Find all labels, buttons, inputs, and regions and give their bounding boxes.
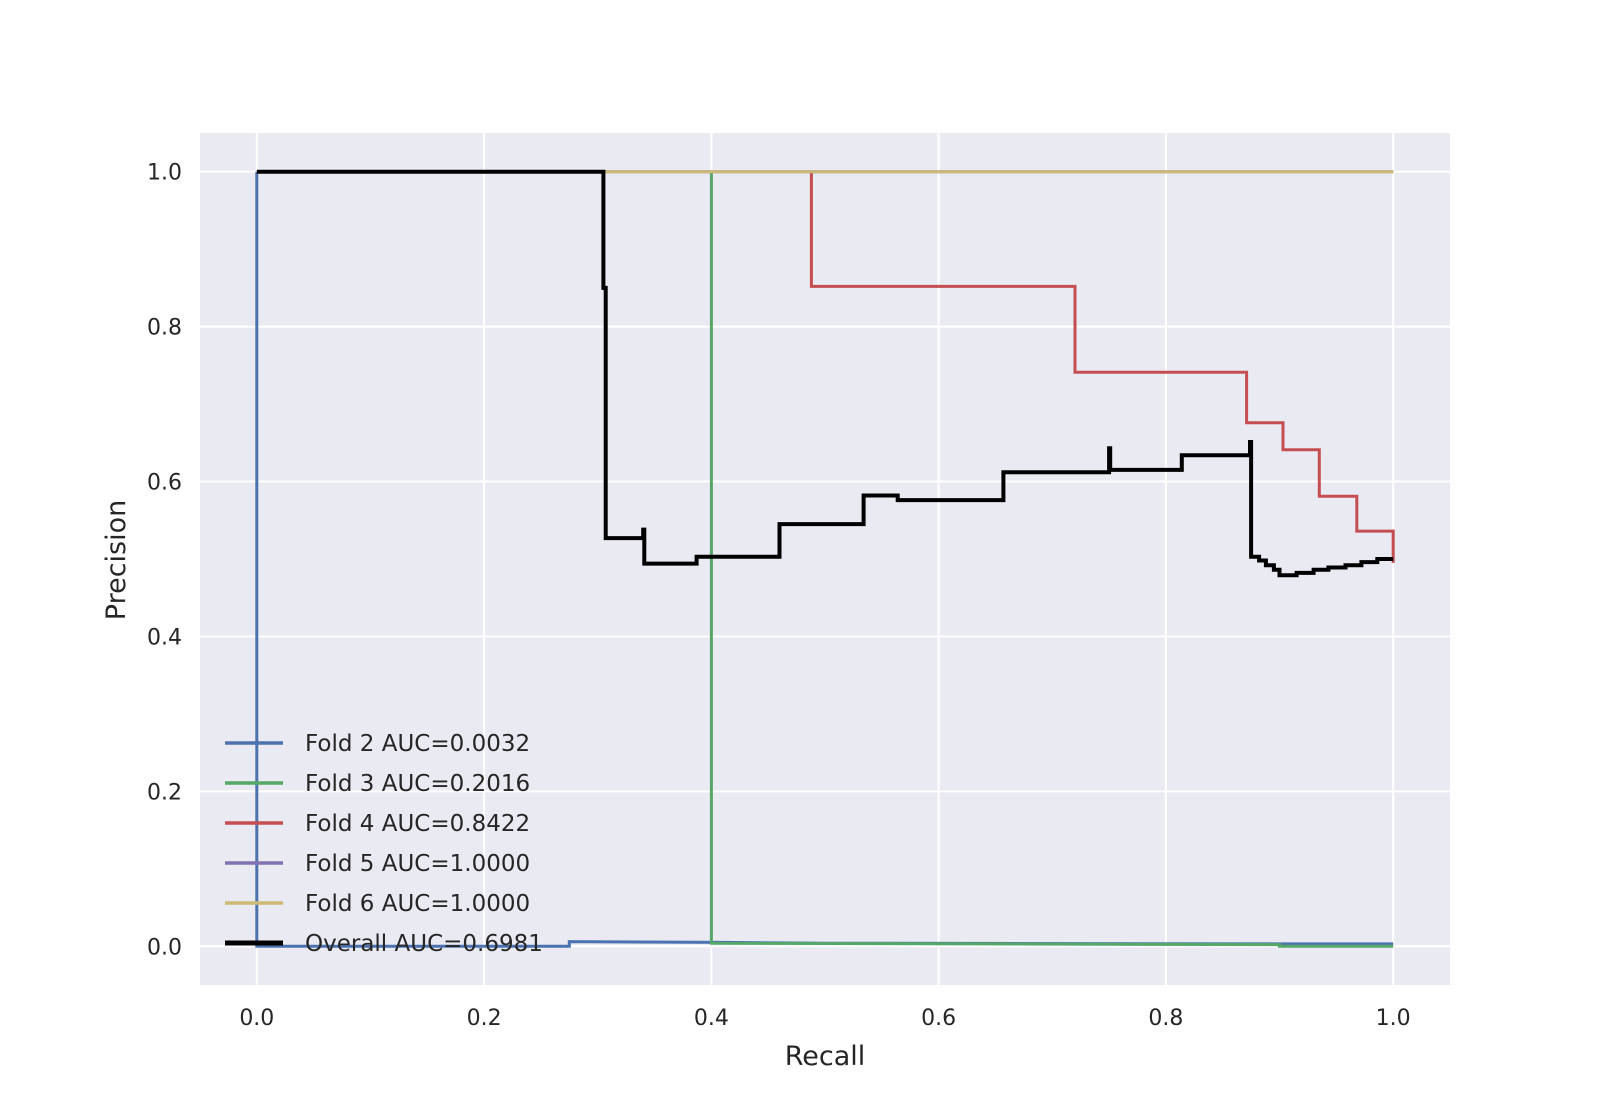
x-tick-label: 0.0	[239, 1006, 274, 1031]
x-tick-label: 0.6	[921, 1006, 956, 1031]
series-line-3	[809, 171, 1395, 563]
x-tick-label: 1.0	[1376, 1006, 1411, 1031]
y-tick-label: 0.6	[147, 471, 182, 496]
x-axis-label: Recall	[785, 1041, 866, 1072]
legend-label: Fold 2 AUC=0.0032	[305, 731, 530, 757]
legend-label: Fold 3 AUC=0.2016	[305, 771, 530, 797]
y-tick-label: 1.0	[147, 161, 182, 186]
legend: Fold 2 AUC=0.0032 Fold 3 AUC=0.2016 Fold 4…	[225, 731, 543, 957]
series-layer	[255, 169, 1395, 948]
x-tick-label: 0.4	[694, 1006, 729, 1031]
plot-background	[200, 133, 1450, 985]
y-tick-label: 0.0	[147, 935, 182, 960]
legend-label: Fold 4 AUC=0.8422	[305, 811, 530, 837]
y-tick-label: 0.2	[147, 780, 182, 805]
legend-label: Fold 6 AUC=1.0000	[305, 891, 530, 917]
x-tick-label: 0.2	[467, 1006, 502, 1031]
legend-label: Fold 5 AUC=1.0000	[305, 851, 530, 877]
x-tick-label: 0.8	[1148, 1006, 1183, 1031]
y-tick-label: 0.8	[147, 316, 182, 341]
series-line-2	[709, 171, 1394, 948]
y-tick-labels: 0.0 0.2 0.4 0.6 0.8 1.0	[147, 161, 182, 961]
legend-label: Overall AUC=0.6981	[305, 931, 543, 957]
series-line-6	[256, 169, 1394, 578]
y-tick-label: 0.4	[147, 625, 182, 650]
y-axis-label: Precision	[101, 500, 132, 620]
x-tick-labels: 0.0 0.2 0.4 0.6 0.8 1.0	[239, 1006, 1410, 1031]
